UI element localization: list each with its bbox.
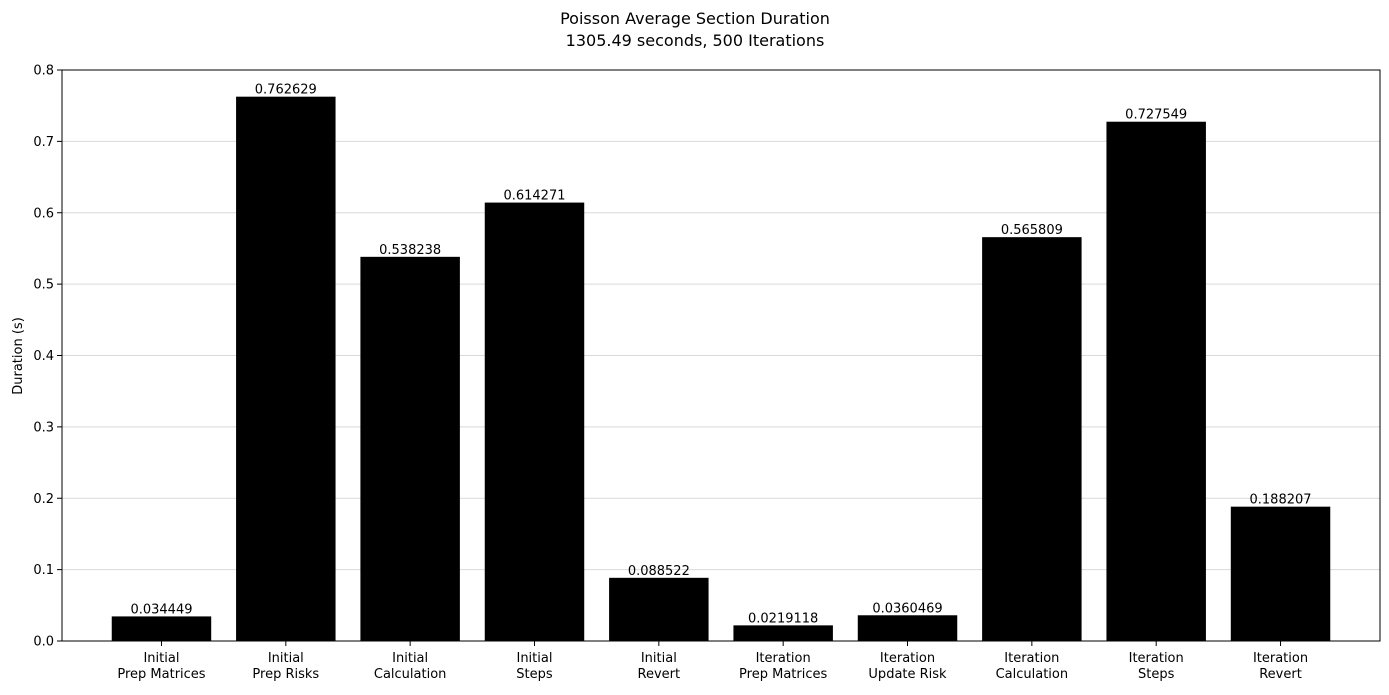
- x-tick-label: Iteration Calculation: [996, 651, 1069, 682]
- y-tick-label: 0.6: [33, 206, 54, 221]
- bar: [1230, 506, 1331, 641]
- x-tick-label-line: Iteration: [1129, 651, 1184, 666]
- x-tick-label: Initial Prep Matrices: [117, 651, 205, 682]
- x-tick-label: Iteration Steps: [1129, 651, 1184, 682]
- y-tick-label: 0.2: [33, 492, 54, 507]
- bar: [1106, 121, 1206, 641]
- bar: [111, 616, 212, 641]
- y-tick-label: 0.0: [33, 635, 54, 650]
- bar: [236, 96, 336, 641]
- bar-value-label: 0.538238: [379, 243, 441, 258]
- y-tick-label: 0.3: [33, 420, 54, 435]
- x-tick-label-line: Initial: [268, 651, 304, 666]
- x-tick-label: Initial Steps: [516, 651, 553, 682]
- bar-value-label: 0.762629: [255, 83, 317, 98]
- x-tick-label-line: Iteration: [756, 651, 811, 666]
- bar-value-label: 0.614271: [503, 189, 565, 204]
- x-tick-label: Iteration Update Risk: [868, 651, 947, 682]
- chart-subtitle: 1305.49 seconds, 500 Iterations: [566, 31, 825, 50]
- x-tick-label-line: Prep Matrices: [117, 667, 205, 682]
- x-tick-label-line: Iteration: [1253, 651, 1308, 666]
- plot-frame: [61, 69, 1381, 642]
- bars: [111, 96, 1331, 642]
- bar-value-label: 0.727549: [1125, 108, 1187, 123]
- y-tick-label: 0.8: [33, 64, 54, 79]
- x-tick-label-line: Iteration: [880, 651, 935, 666]
- bar: [733, 625, 833, 641]
- x-tick-label-line: Calculation: [996, 667, 1069, 682]
- x-tick-label: Initial Revert: [638, 651, 681, 682]
- y-axis-label: Duration (s): [11, 317, 26, 395]
- x-tick-label: Iteration Revert: [1253, 651, 1308, 682]
- x-tick-label: Initial Prep Risks: [252, 651, 319, 682]
- y-tick-label: 0.4: [33, 349, 54, 364]
- bar: [609, 577, 709, 641]
- y-tick-label: 0.1: [33, 563, 54, 578]
- x-tick-label-line: Steps: [516, 667, 553, 682]
- bar-value-label: 0.034449: [130, 602, 192, 617]
- bar-value-label: 0.088522: [628, 564, 690, 579]
- bar-value-label: 0.0219118: [748, 611, 818, 626]
- x-tick-label: Initial Calculation: [374, 651, 447, 682]
- x-tick-label-line: Revert: [1259, 667, 1302, 682]
- y-tick-label: 0.5: [33, 278, 54, 293]
- x-tick-label-line: Prep Matrices: [739, 667, 827, 682]
- bar: [484, 202, 585, 641]
- x-tick-label-line: Initial: [392, 651, 428, 666]
- x-tick-label-line: Iteration: [1004, 651, 1059, 666]
- bar-value-label: 0.0360469: [872, 601, 942, 616]
- x-tick-label-line: Prep Risks: [252, 667, 319, 682]
- x-tick-label-line: Update Risk: [868, 667, 947, 682]
- data-labels: 0.034449 0.762629 0.538238 0.614271 0.088522…: [130, 83, 1311, 627]
- x-tick-label-line: Calculation: [374, 667, 447, 682]
- bar-value-label: 0.565809: [1001, 223, 1063, 238]
- x-tick-label-line: Steps: [1138, 667, 1175, 682]
- bar: [982, 237, 1082, 642]
- y-tick-label: 0.7: [33, 135, 54, 150]
- bar: [360, 256, 460, 641]
- x-tick-label-line: Initial: [143, 651, 179, 666]
- x-tick-label-line: Initial: [641, 651, 677, 666]
- x-tick-label-line: Initial: [516, 651, 552, 666]
- x-tick-label-line: Revert: [638, 667, 681, 682]
- bar-value-label: 0.188207: [1250, 493, 1312, 508]
- chart-title: Poisson Average Section Duration: [560, 9, 830, 28]
- bar: [857, 615, 958, 641]
- x-tick-label: Iteration Prep Matrices: [739, 651, 827, 682]
